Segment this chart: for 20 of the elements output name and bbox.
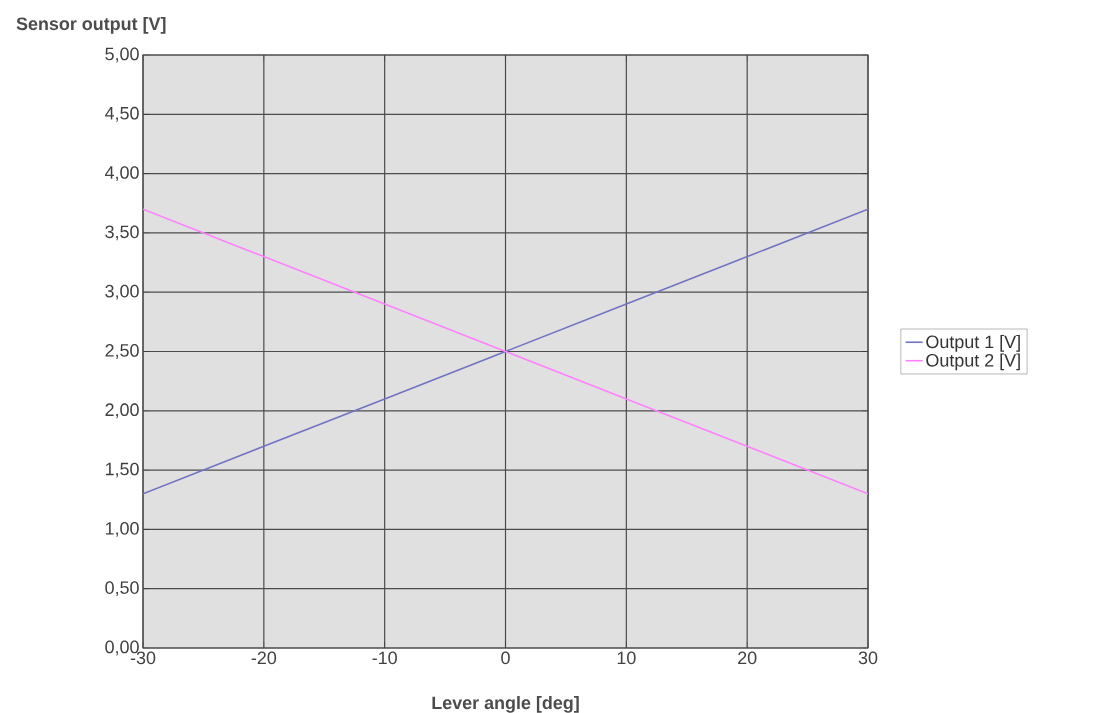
y-tick-label: 4,00 [104,166,139,181]
y-tick-label: 2,50 [105,344,139,359]
x-tick-label: -10 [372,651,397,665]
legend-label: Output 2 [V] [926,353,1020,371]
x-tick-label: 10 [617,651,636,665]
y-tick-label: 2,00 [105,403,139,419]
x-tick-label: -20 [251,651,277,665]
x-axis-title: Lever angle [deg] [432,695,579,713]
y-tick-label: 0,50 [105,581,139,597]
y-tick-label: 4,50 [104,106,139,122]
y-tick-label: 1,50 [105,462,139,478]
y-tick-label: 1,00 [105,521,139,537]
y-tick-label: 3,00 [105,284,139,300]
y-tick-label: 5,00 [105,47,139,63]
x-tick-label: 20 [738,651,757,665]
x-tick-label: 0 [501,651,510,665]
legend-label: Output 1 [V] [926,335,1020,352]
x-tick-label: 30 [858,651,878,665]
y-tick-label: 3,50 [105,225,139,241]
y-axis-title: Sensor output [V] [16,16,166,34]
